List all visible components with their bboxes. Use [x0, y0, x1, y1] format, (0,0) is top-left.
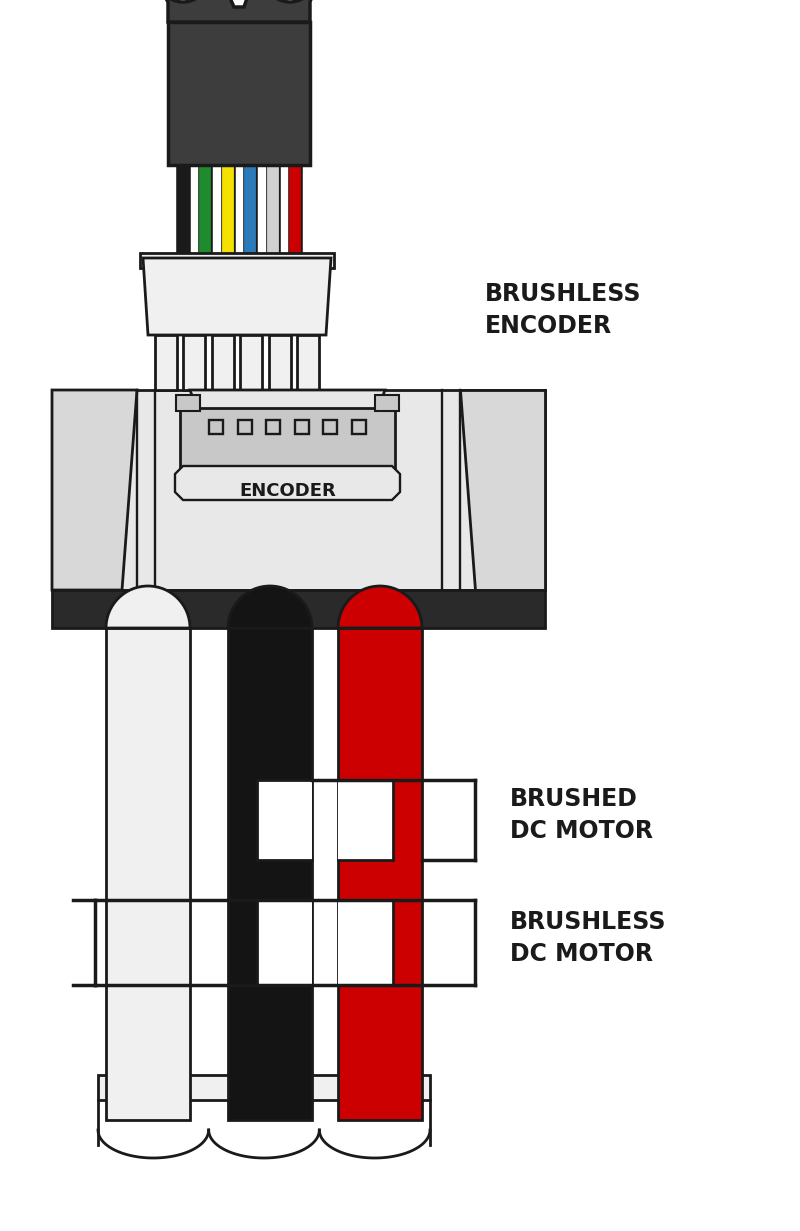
Polygon shape	[338, 780, 393, 860]
Polygon shape	[52, 390, 137, 590]
Polygon shape	[154, 0, 318, 22]
Wedge shape	[338, 586, 422, 628]
Polygon shape	[375, 395, 399, 411]
Text: BRUSHLESS
ENCODER: BRUSHLESS ENCODER	[485, 282, 642, 337]
Text: ENCODER: ENCODER	[239, 483, 336, 500]
Polygon shape	[228, 628, 312, 1120]
Polygon shape	[257, 900, 312, 985]
Text: BRUSHLESS
DC MOTOR: BRUSHLESS DC MOTOR	[510, 910, 666, 966]
Wedge shape	[228, 586, 312, 628]
Polygon shape	[210, 420, 223, 435]
Polygon shape	[154, 335, 177, 390]
Polygon shape	[257, 780, 312, 860]
Polygon shape	[175, 467, 400, 500]
Polygon shape	[106, 628, 190, 1120]
Polygon shape	[212, 335, 234, 390]
Polygon shape	[190, 390, 385, 412]
Polygon shape	[460, 390, 545, 590]
Polygon shape	[351, 420, 366, 435]
Wedge shape	[106, 586, 190, 628]
Polygon shape	[98, 1075, 430, 1101]
Polygon shape	[338, 628, 422, 1120]
Polygon shape	[298, 335, 319, 390]
Polygon shape	[183, 335, 205, 390]
Polygon shape	[140, 254, 334, 268]
Polygon shape	[266, 420, 280, 435]
Polygon shape	[323, 420, 337, 435]
Polygon shape	[52, 390, 545, 590]
Polygon shape	[143, 259, 331, 335]
Polygon shape	[338, 900, 393, 985]
Polygon shape	[238, 420, 252, 435]
Polygon shape	[240, 335, 262, 390]
Polygon shape	[168, 22, 310, 165]
Polygon shape	[294, 420, 309, 435]
Polygon shape	[269, 335, 291, 390]
Polygon shape	[180, 407, 395, 468]
Polygon shape	[52, 590, 545, 628]
Polygon shape	[176, 395, 200, 411]
Text: BRUSHED
DC MOTOR: BRUSHED DC MOTOR	[510, 787, 653, 843]
